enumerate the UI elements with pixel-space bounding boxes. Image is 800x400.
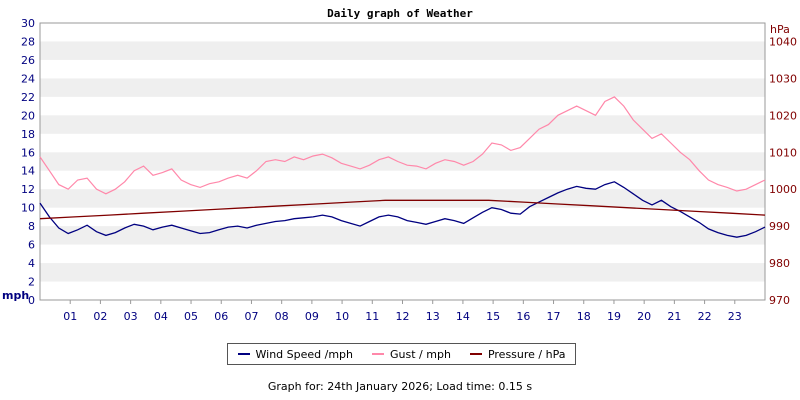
left-tick-label: 18 <box>21 128 35 141</box>
x-tick-label: 22 <box>698 310 712 323</box>
left-tick-label: 20 <box>21 109 35 122</box>
legend-item-pressure: Pressure / hPa <box>469 347 566 361</box>
right-tick-label: 1030 <box>769 72 797 85</box>
grid-bands <box>40 41 765 282</box>
legend-item-gust: Gust / mph <box>372 348 451 361</box>
x-tick-label: 11 <box>365 310 379 323</box>
grid-band <box>40 41 765 60</box>
grid-band <box>40 189 765 208</box>
left-tick-label: 2 <box>28 276 35 289</box>
x-tick-label: 10 <box>335 310 349 323</box>
x-tick-label: 13 <box>426 310 440 323</box>
right-tick-label: 1010 <box>769 146 797 159</box>
x-tick-label: 02 <box>93 310 107 323</box>
x-tick-label: 14 <box>456 310 470 323</box>
x-tick-label: 03 <box>124 310 138 323</box>
left-tick-label: 8 <box>28 220 35 233</box>
wind-speed-line <box>39 181 766 238</box>
left-tick-label: 16 <box>21 146 35 159</box>
x-tick-label: 23 <box>728 310 742 323</box>
right-tick-label: 970 <box>769 294 790 307</box>
grid-band <box>40 226 765 245</box>
x-tick-label: 21 <box>667 310 681 323</box>
x-tick-label: 16 <box>516 310 530 323</box>
x-tick-label: 04 <box>154 310 168 323</box>
legend: Wind Speed /mph Gust / mph Pressure / hP… <box>227 343 576 365</box>
right-tick-label: 1020 <box>769 109 797 122</box>
right-tick-label: 990 <box>769 220 790 233</box>
x-tick-label: 15 <box>486 310 500 323</box>
x-tick-label: 09 <box>305 310 319 323</box>
x-tick-label: 06 <box>214 310 228 323</box>
left-tick-label: 4 <box>28 257 35 270</box>
legend-swatch-wind <box>237 353 250 355</box>
chart-title: Daily graph of Weather <box>327 7 473 20</box>
legend-swatch-pressure <box>469 353 482 355</box>
x-tick-label: 20 <box>637 310 651 323</box>
left-tick-label: 10 <box>21 202 35 215</box>
right-axis-unit: hPa <box>770 23 790 36</box>
left-tick-label: 24 <box>21 72 35 85</box>
x-tick-label: 18 <box>577 310 591 323</box>
x-axis-ticks: 01 02 03 04 05 06 07 08 09 10 11 12 13 14 15 16 17 18 19 20… <box>63 300 742 323</box>
right-tick-label: 980 <box>769 257 790 270</box>
x-tick-label: 17 <box>547 310 561 323</box>
left-tick-label: 30 <box>21 17 35 30</box>
legend-item-wind: Wind Speed /mph <box>237 347 354 361</box>
left-tick-label: 28 <box>21 35 35 48</box>
x-tick-label: 01 <box>63 310 77 323</box>
left-tick-label: 26 <box>21 54 35 67</box>
series-layer <box>39 96 766 238</box>
footer-status: Graph for: 24th January 2026; Load time:… <box>267 380 533 393</box>
grid-band <box>40 152 765 171</box>
left-tick-label: 14 <box>21 165 35 178</box>
left-axis-unit: mph <box>2 289 29 302</box>
right-axis-ticks: 970 980 990 1000 1010 1020 1030 1040 <box>769 35 797 307</box>
left-tick-label: 0 <box>28 294 35 307</box>
grid-band <box>40 115 765 134</box>
legend-label-wind: Wind Speed /mph <box>255 347 354 361</box>
x-tick-label: 08 <box>275 310 289 323</box>
grid-band <box>40 263 765 282</box>
x-tick-label: 12 <box>396 310 410 323</box>
right-tick-label: 1000 <box>769 183 797 196</box>
gust-line <box>39 96 766 195</box>
right-tick-label: 1040 <box>769 35 797 48</box>
x-tick-label: 05 <box>184 310 198 323</box>
pressure-line <box>39 199 766 220</box>
legend-label-gust: Gust / mph <box>390 347 451 361</box>
left-tick-label: 12 <box>21 183 35 196</box>
left-tick-label: 22 <box>21 91 35 104</box>
x-tick-label: 19 <box>607 310 621 323</box>
legend-label-pressure: Pressure / hPa <box>487 347 566 361</box>
left-tick-label: 6 <box>28 239 35 252</box>
legend-swatch-gust <box>372 353 385 355</box>
grid-band <box>40 78 765 97</box>
x-tick-label: 07 <box>244 310 258 323</box>
